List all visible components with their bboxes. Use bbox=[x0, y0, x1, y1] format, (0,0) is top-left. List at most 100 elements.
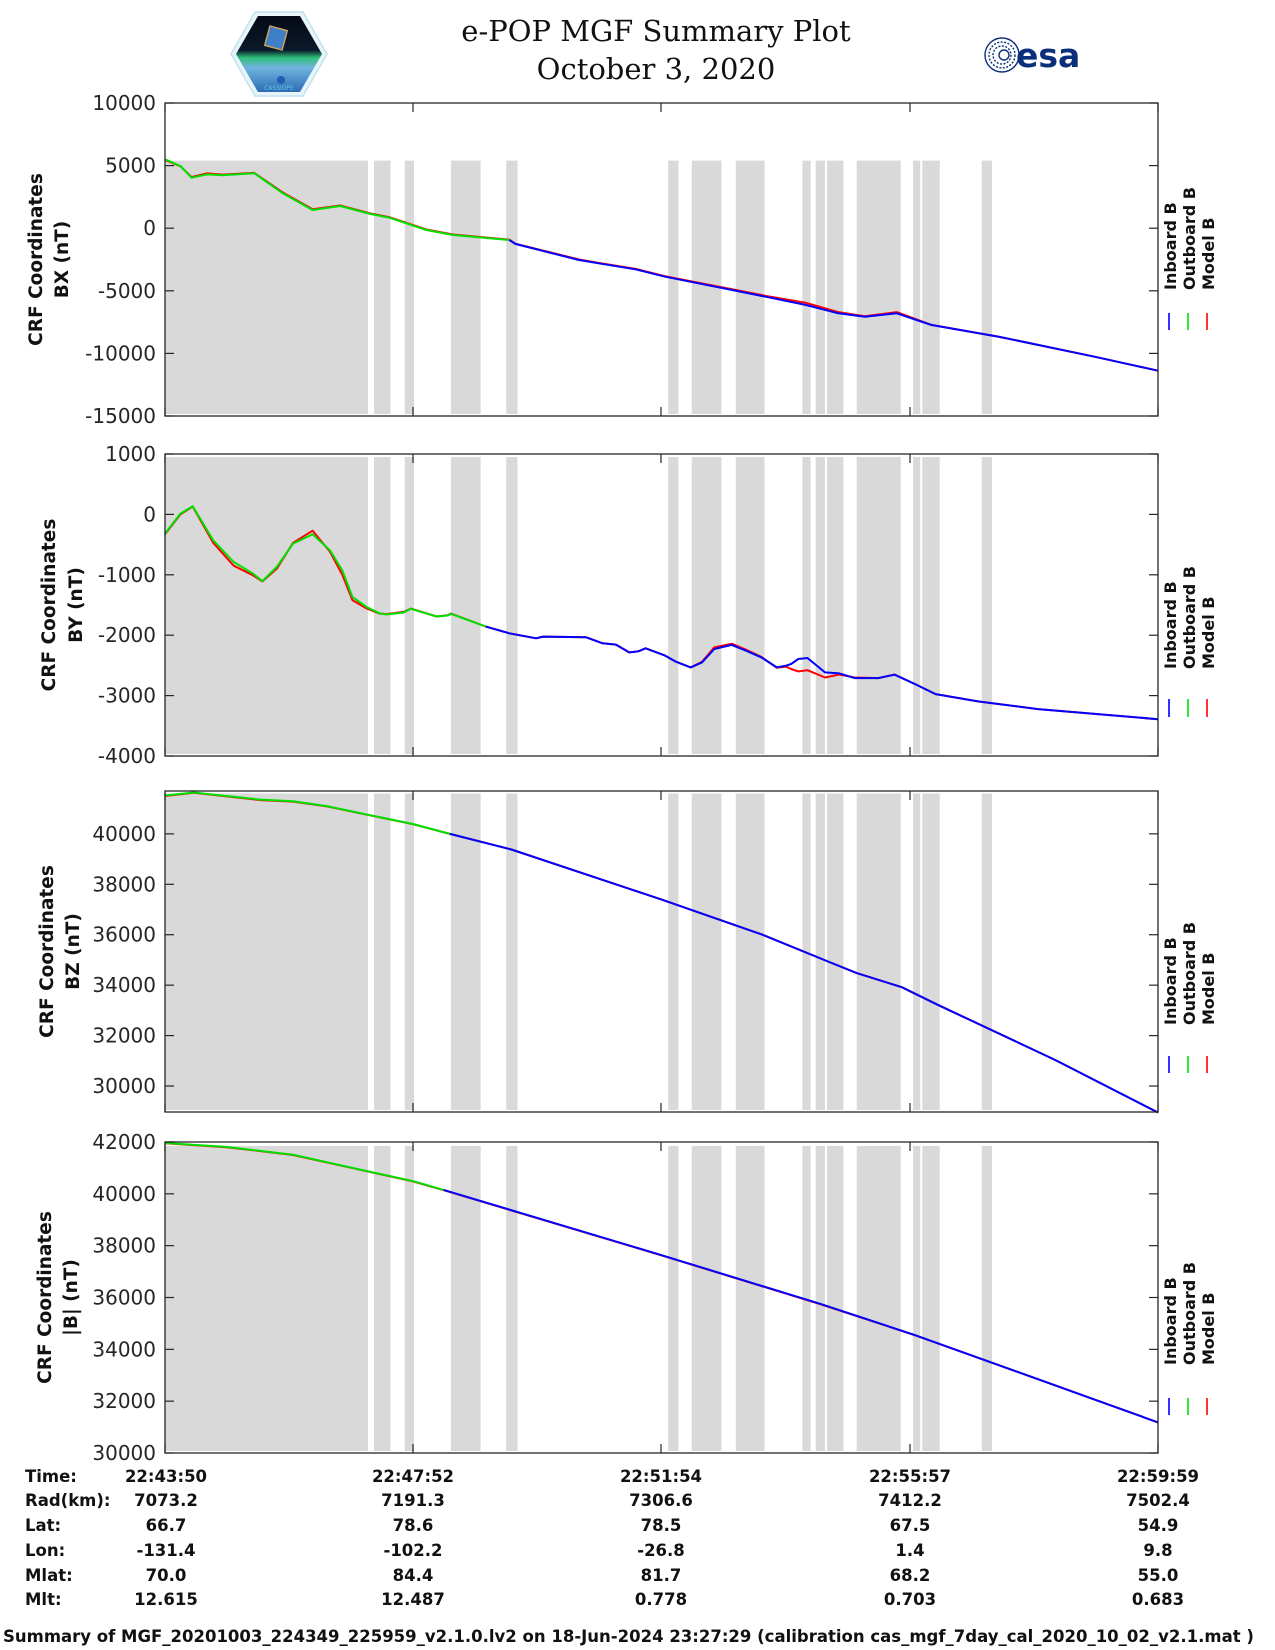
data-gap-shade bbox=[165, 457, 368, 754]
y-axis-label: CRF Coordinates bbox=[26, 173, 47, 346]
data-gap-shade bbox=[374, 160, 391, 414]
cassiope-logo: CASSIOPE bbox=[230, 11, 328, 97]
ephemeris-value: 1.4 bbox=[895, 1541, 925, 1560]
ephemeris-row-label: Lon: bbox=[25, 1541, 66, 1560]
data-gap-shade bbox=[735, 457, 765, 754]
y-tick-label: 0 bbox=[143, 502, 156, 526]
data-gap-shade bbox=[922, 793, 940, 1110]
legend-label-model: Model B bbox=[1199, 597, 1218, 669]
data-gap-shade bbox=[506, 457, 518, 754]
y-tick-label: -15000 bbox=[85, 404, 156, 428]
legend-label-inboard: Inboard B bbox=[1161, 937, 1180, 1025]
data-gap-shade bbox=[827, 160, 844, 414]
ephemeris-value: 7191.3 bbox=[381, 1491, 445, 1510]
ephemeris-value: 7306.6 bbox=[629, 1491, 693, 1510]
legend: Inboard B Outboard B Model B bbox=[1161, 922, 1218, 1073]
ephemeris-value: 78.5 bbox=[640, 1516, 682, 1535]
y-tick-label: -10000 bbox=[85, 341, 156, 365]
data-gap-shade bbox=[691, 1145, 722, 1451]
ephemeris-row-label: Mlt: bbox=[25, 1590, 62, 1609]
data-gap-shade bbox=[404, 793, 415, 1110]
data-gap-shade bbox=[668, 1145, 679, 1451]
data-gap-shade bbox=[404, 1145, 415, 1451]
y-tick-label: -1000 bbox=[98, 563, 156, 587]
time-tick-label: 22:55:57 bbox=[868, 1467, 952, 1486]
data-gap-shade bbox=[691, 457, 722, 754]
ephemeris-value: 7412.2 bbox=[878, 1491, 942, 1510]
data-gap-shade bbox=[450, 160, 481, 414]
data-gap-shade bbox=[827, 457, 844, 754]
data-gap-shade bbox=[374, 793, 391, 1110]
footer-summary: Summary of MGF_20201003_224349_225959_v2… bbox=[3, 1627, 1254, 1646]
series-inboard-line bbox=[449, 832, 1159, 1114]
data-gap-shade bbox=[815, 793, 825, 1110]
ephemeris-value: 0.683 bbox=[1131, 1590, 1185, 1609]
data-gap-shade bbox=[735, 160, 765, 414]
y-tick-label: 1000 bbox=[105, 442, 156, 466]
ephemeris-value: 67.5 bbox=[889, 1516, 931, 1535]
data-gap-shade bbox=[815, 457, 825, 754]
ephemeris-value: 7502.4 bbox=[1126, 1491, 1190, 1510]
data-gap-shade bbox=[856, 793, 901, 1110]
data-gap-shade bbox=[735, 1145, 765, 1451]
data-gap-shade bbox=[165, 1145, 368, 1451]
y-tick-label: -4000 bbox=[98, 744, 156, 768]
y-tick-label: 5000 bbox=[105, 154, 156, 178]
data-gap-shade bbox=[450, 793, 481, 1110]
ephemeris-value: 7073.2 bbox=[134, 1491, 198, 1510]
data-gap-shade bbox=[802, 457, 811, 754]
y-axis-label: CRF Coordinates bbox=[35, 1211, 56, 1384]
ephemeris-value: -102.2 bbox=[383, 1541, 443, 1560]
data-gap-shade bbox=[856, 457, 901, 754]
y-axis-label: BY (nT) bbox=[66, 567, 87, 643]
ephemeris-value: 70.0 bbox=[145, 1566, 187, 1585]
data-gap-shade bbox=[668, 457, 679, 754]
data-gap-shade bbox=[506, 793, 518, 1110]
data-gap-shade bbox=[922, 160, 940, 414]
ephemeris-row-label: Rad(km): bbox=[25, 1491, 111, 1510]
legend-label-inboard: Inboard B bbox=[1161, 581, 1180, 669]
y-tick-label: 36000 bbox=[92, 923, 156, 947]
ephemeris-value: 0.703 bbox=[883, 1590, 937, 1609]
y-tick-label: 30000 bbox=[92, 1074, 156, 1098]
legend: Inboard B Outboard B Model B bbox=[1161, 187, 1218, 330]
ephemeris-value: 84.4 bbox=[392, 1566, 434, 1585]
y-axis-label: BZ (nT) bbox=[63, 913, 84, 990]
data-gap-shade bbox=[404, 160, 415, 414]
ephemeris-value: 55.0 bbox=[1137, 1566, 1179, 1585]
y-tick-label: 38000 bbox=[92, 872, 156, 896]
series-outboard-line bbox=[164, 505, 487, 628]
data-gap-shade bbox=[374, 1145, 391, 1451]
series-inboard-line bbox=[508, 239, 1159, 372]
legend: Inboard B Outboard B Model B bbox=[1161, 1262, 1218, 1415]
y-tick-label: 30000 bbox=[92, 1441, 156, 1465]
data-gap-shade bbox=[981, 457, 992, 754]
ephemeris-value: 81.7 bbox=[640, 1566, 682, 1585]
data-gap-shade bbox=[735, 793, 765, 1110]
legend-label-inboard: Inboard B bbox=[1161, 202, 1180, 290]
series-inboard-line bbox=[485, 625, 1159, 721]
legend-label-model: Model B bbox=[1199, 953, 1218, 1025]
y-axis-label: |B| (nT) bbox=[61, 1259, 82, 1336]
panel-3: 40000 38000 36000 34000 32000 30000 CRF Coordi… bbox=[37, 790, 1218, 1114]
legend-label-outboard: Outboard B bbox=[1180, 566, 1199, 669]
ephemeris-row-label: Lat: bbox=[25, 1516, 62, 1535]
y-tick-label: -3000 bbox=[98, 684, 156, 708]
plot-title: e-POP MGF Summary Plot bbox=[461, 14, 851, 48]
data-gap-shade bbox=[856, 1145, 901, 1451]
y-tick-label: -2000 bbox=[98, 623, 156, 647]
y-tick-label: 40000 bbox=[92, 822, 156, 846]
data-gap-shade bbox=[668, 793, 679, 1110]
data-gap-shade bbox=[802, 1145, 811, 1451]
ephemeris-value: 54.9 bbox=[1137, 1516, 1179, 1535]
data-gap-shade bbox=[913, 793, 921, 1110]
y-tick-label: 32000 bbox=[92, 1024, 156, 1048]
series-outboard-line bbox=[164, 791, 451, 835]
data-gap-shade bbox=[165, 793, 368, 1110]
data-gap-shade bbox=[815, 1145, 825, 1451]
data-gap-shade bbox=[827, 1145, 844, 1451]
data-gap-shade bbox=[981, 160, 992, 414]
legend-label-outboard: Outboard B bbox=[1180, 1262, 1199, 1365]
y-axis-label: BX (nT) bbox=[52, 221, 73, 299]
legend-label-outboard: Outboard B bbox=[1180, 922, 1199, 1025]
